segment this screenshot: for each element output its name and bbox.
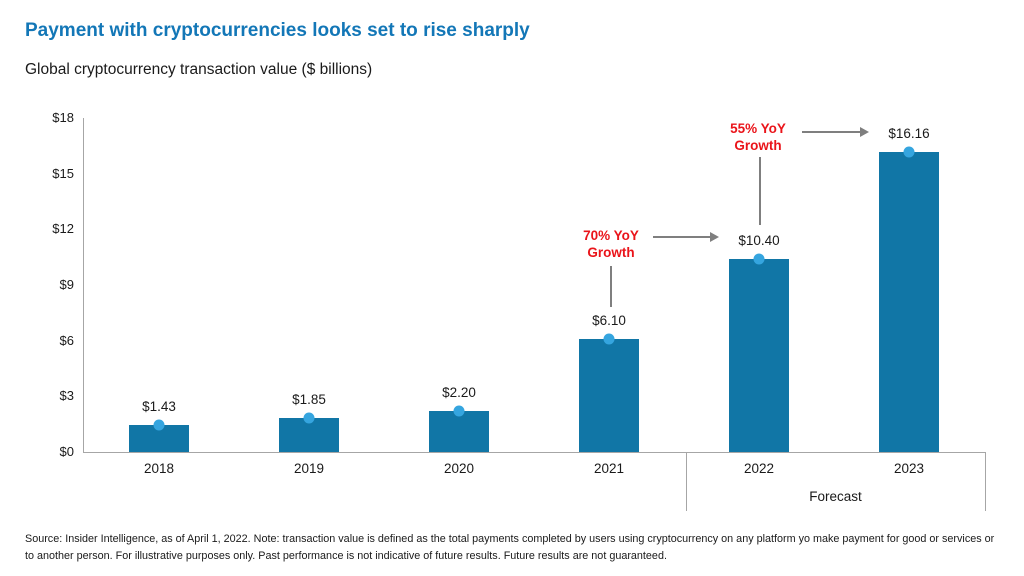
- forecast-divider-right: [985, 452, 986, 511]
- annotation-text-line1: 70% YoY: [583, 228, 639, 243]
- annotation-text-line1: 55% YoY: [730, 121, 786, 136]
- bar-value-label-2020: $2.20: [442, 385, 476, 401]
- x-axis-label-2020: 2020: [443, 461, 475, 476]
- x-axis-label-2023: 2023: [893, 461, 925, 476]
- bar-2022: [729, 259, 789, 452]
- bar-marker-2019: [303, 412, 315, 424]
- bar-marker-2018: [153, 419, 165, 431]
- bar-marker-2021: [603, 333, 615, 345]
- y-tick-label-6: $6: [59, 332, 74, 348]
- y-tick-label-9: $9: [59, 277, 74, 292]
- page-title: Payment with cryptocurrencies looks set …: [25, 20, 530, 41]
- y-tick-label-12: $12: [52, 221, 74, 237]
- bar-marker-2022: [753, 253, 765, 265]
- annotation-right-arrow-icon: [802, 127, 869, 137]
- x-axis-label-2022: 2022: [743, 461, 775, 476]
- arrowhead-icon: [860, 127, 869, 137]
- y-tick-label-0: $0: [59, 444, 74, 459]
- bar-value-label-2019: $1.85: [292, 391, 326, 407]
- annotation-text-line2: Growth: [734, 138, 782, 153]
- y-tick-label-15: $15: [52, 165, 74, 181]
- bar-value-label-2022: $10.40: [738, 233, 780, 249]
- arrowhead-icon: [710, 232, 719, 242]
- bar-marker-2023: [903, 146, 915, 158]
- bar-value-label-2021: $6.10: [592, 312, 626, 328]
- bar-2023: [879, 152, 939, 452]
- source-note: Source: Insider Intelligence, as of Apri…: [25, 533, 995, 562]
- annotation-right-arrow-icon: [653, 232, 719, 242]
- y-axis-line: [83, 118, 84, 453]
- annotation-connector-line-2021: [610, 266, 612, 307]
- x-axis-label-2019: 2019: [293, 461, 325, 476]
- forecast-divider-left: [686, 452, 687, 511]
- bar-2021: [579, 338, 639, 452]
- annotation-55pct-yoy-growth: 55% YoY Growth: [698, 120, 818, 154]
- bar-marker-2020: [453, 405, 465, 417]
- x-axis-label-2018: 2018: [143, 461, 175, 476]
- forecast-label: Forecast: [809, 489, 862, 504]
- annotation-text-line2: Growth: [587, 245, 635, 260]
- bar-value-label-2018: $1.43: [142, 399, 176, 415]
- chart-subtitle: Global cryptocurrency transaction value …: [25, 61, 373, 78]
- bar-2020: [429, 411, 489, 452]
- annotation-connector-line-2022: [759, 157, 761, 225]
- y-tick-label-18: $18: [52, 110, 74, 125]
- x-axis-label-2021: 2021: [593, 461, 625, 476]
- bar-2019: [279, 417, 339, 452]
- annotation-70pct-yoy-growth: 70% YoY Growth: [551, 227, 671, 261]
- bar-value-label-2023: $16.16: [888, 126, 930, 142]
- y-tick-label-3: $3: [59, 388, 74, 404]
- x-axis-baseline: [83, 452, 985, 453]
